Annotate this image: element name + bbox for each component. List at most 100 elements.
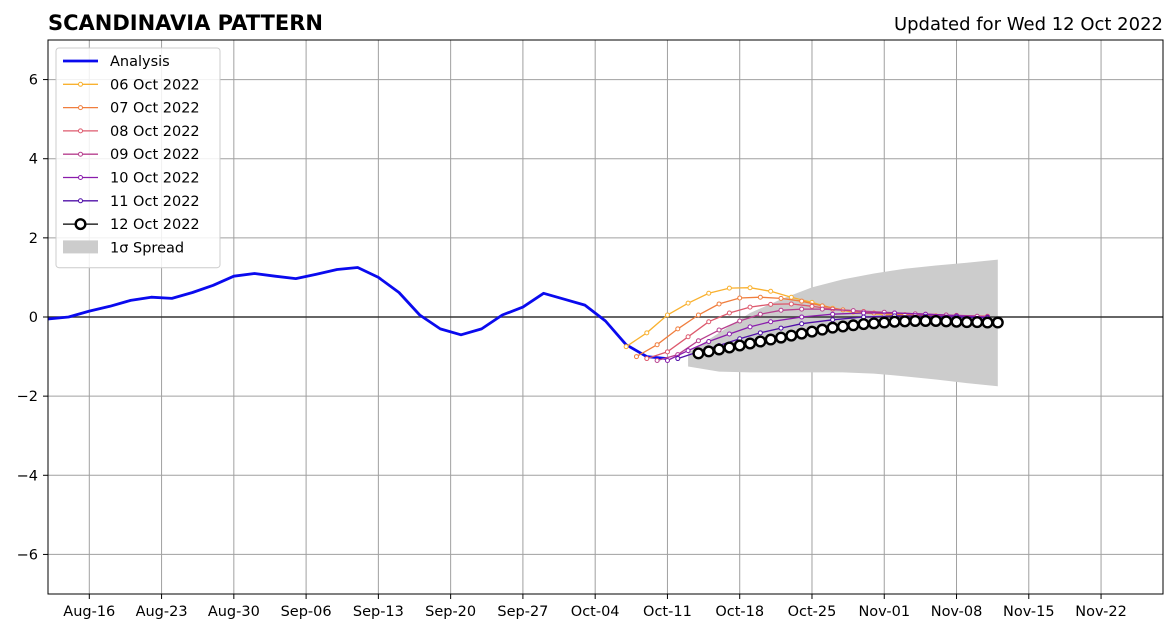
legend-label: 09 Oct 2022: [110, 147, 200, 163]
data-point: [857, 318, 870, 331]
legend-label: 1σ Spread: [110, 240, 184, 256]
data-point: [685, 300, 691, 306]
data-point: [757, 330, 763, 336]
legend-box: [55, 47, 221, 269]
data-point: [850, 308, 856, 314]
x-tick-label: Oct-04: [571, 604, 620, 620]
data-point: [692, 347, 705, 360]
data-point: [799, 298, 805, 304]
data-point: [716, 301, 722, 307]
data-point: [816, 323, 829, 336]
data-point: [737, 295, 743, 301]
legend-label: 11 Oct 2022: [110, 194, 200, 210]
data-point: [768, 301, 774, 307]
x-tick-label: Nov-01: [858, 604, 910, 620]
data-point: [764, 333, 777, 346]
data-point: [706, 290, 712, 296]
data-point: [960, 316, 973, 329]
data-point: [809, 303, 815, 309]
data-point: [706, 339, 712, 345]
data-point: [799, 321, 805, 327]
data-point: [654, 358, 660, 364]
y-tick-label: 4: [29, 152, 38, 168]
legend-label: 07 Oct 2022: [110, 101, 200, 117]
x-tick-label: Oct-18: [715, 604, 764, 620]
legend-swatch-marker: [78, 175, 83, 180]
x-tick-label: Nov-08: [931, 604, 983, 620]
legend-swatch-spread: [63, 240, 98, 254]
data-point: [633, 354, 639, 360]
legend-label: 10 Oct 2022: [110, 171, 200, 187]
data-point: [747, 324, 753, 330]
legend-swatch-marker: [78, 128, 83, 134]
data-point: [778, 295, 784, 301]
data-point: [623, 344, 629, 350]
data-point: [799, 314, 805, 320]
legend-label: 12 Oct 2022: [110, 217, 200, 233]
data-point: [768, 288, 774, 294]
x-tick-label: Aug-16: [63, 604, 115, 620]
data-point: [836, 320, 849, 333]
legend-swatch-marker: [78, 81, 83, 87]
data-point: [747, 285, 753, 291]
data-point: [909, 314, 922, 327]
data-point: [805, 325, 818, 338]
x-tick-label: Oct-25: [788, 604, 837, 620]
data-point: [726, 285, 732, 291]
legend-label: Analysis: [110, 54, 170, 70]
data-point: [747, 304, 753, 310]
data-point: [898, 315, 911, 328]
data-point: [950, 315, 963, 328]
legend-label: 08 Oct 2022: [110, 124, 200, 140]
x-tick-label: Sep-13: [353, 604, 404, 620]
data-point: [940, 315, 953, 328]
x-tick-label: Sep-27: [497, 604, 548, 620]
data-point: [757, 294, 763, 300]
data-point: [713, 343, 726, 356]
data-point: [830, 311, 836, 317]
data-point: [702, 345, 715, 358]
data-point: [778, 307, 784, 313]
data-point: [778, 325, 784, 331]
data-point: [726, 331, 732, 337]
data-point: [664, 358, 670, 364]
data-point: [685, 348, 691, 354]
y-tick-label: 0: [29, 310, 38, 326]
x-tick-label: Oct-11: [643, 604, 692, 620]
data-point: [664, 312, 670, 318]
data-point: [706, 319, 712, 325]
data-point: [861, 310, 867, 316]
legend-label: 06 Oct 2022: [110, 77, 200, 93]
data-point: [675, 356, 681, 362]
legend-swatch-marker: [78, 151, 83, 157]
data-point: [695, 312, 701, 318]
data-point: [664, 349, 670, 355]
data-point: [795, 327, 808, 340]
legend-swatch-marker: [74, 218, 87, 231]
data-point: [878, 316, 891, 329]
data-point: [726, 310, 732, 316]
data-point: [867, 317, 880, 330]
data-point: [775, 331, 788, 344]
y-axis: −6 −4 −2 0 2 4 6: [17, 73, 48, 563]
data-point: [888, 315, 901, 328]
data-point: [819, 306, 825, 312]
data-point: [971, 316, 984, 329]
legend: Analysis 06 Oct 2022 07 Oct 2022 08 Oct 202…: [55, 47, 221, 269]
legend-swatch-marker: [78, 105, 83, 111]
data-point: [737, 318, 743, 324]
data-point: [716, 327, 722, 333]
y-tick-label: −2: [17, 389, 38, 405]
x-tick-label: Aug-23: [136, 604, 188, 620]
legend-swatch-marker: [78, 198, 83, 204]
data-point: [723, 341, 736, 354]
y-tick-label: −6: [17, 547, 38, 563]
data-point: [881, 309, 887, 315]
data-point: [847, 319, 860, 332]
data-point: [733, 339, 746, 352]
x-axis: Aug-16 Aug-23 Aug-30 Sep-06 Sep-13 Sep-20 Sep-…: [63, 594, 1127, 620]
x-tick-label: Sep-20: [425, 604, 476, 620]
data-point: [654, 342, 660, 348]
series-line-1: [625, 287, 978, 348]
